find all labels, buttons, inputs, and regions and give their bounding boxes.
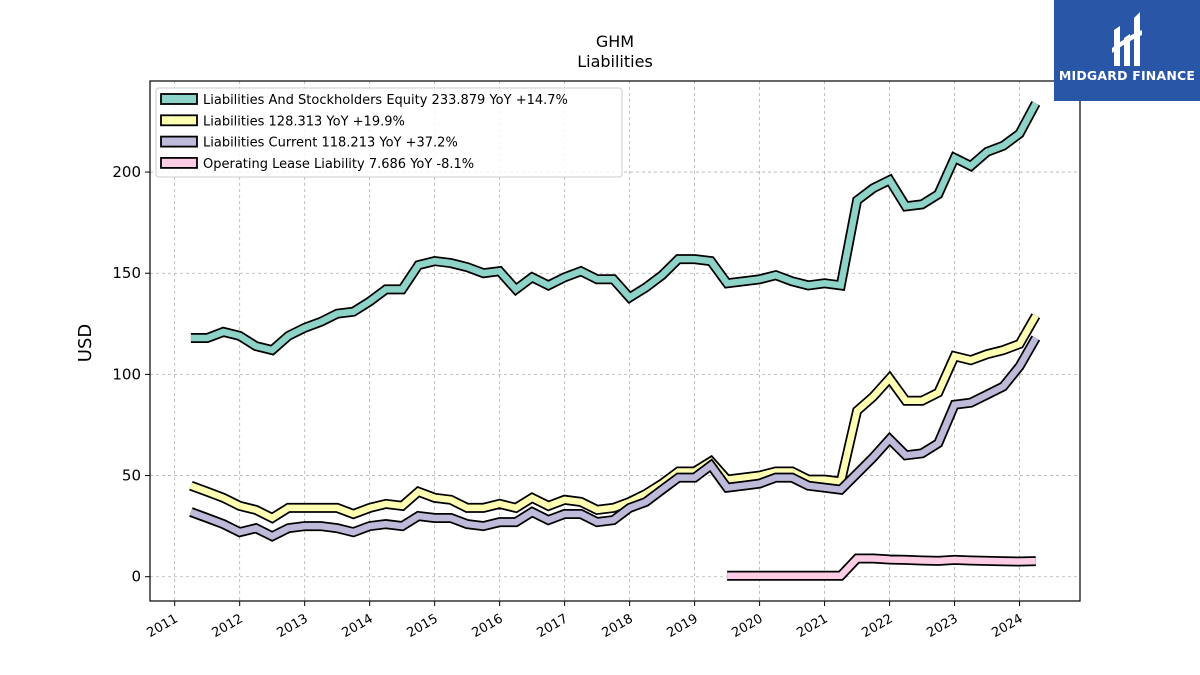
series-line bbox=[190, 101, 1039, 354]
chart-subtitle: Liabilities bbox=[577, 52, 653, 71]
x-tick-label: 2021 bbox=[794, 611, 830, 641]
legend: Liabilities And Stockholders Equity 233.… bbox=[155, 87, 623, 178]
brand-name: MIDGARD FINANCE bbox=[1058, 68, 1196, 83]
y-tick-label: 100 bbox=[112, 365, 141, 383]
x-tick-label: 2017 bbox=[534, 611, 570, 641]
x-tick-label: 2012 bbox=[210, 611, 246, 641]
x-axis: 2011 2012 2013 2014 2015 2016 2017 2018 2019 2020… bbox=[145, 601, 1026, 641]
x-tick-label: 2014 bbox=[340, 611, 376, 641]
legend-label: Liabilities Current 118.213 YoY +37.2% bbox=[203, 136, 458, 151]
y-tick-label: 150 bbox=[112, 264, 141, 282]
x-tick-label: 2023 bbox=[924, 611, 960, 641]
series-line bbox=[727, 555, 1036, 579]
x-tick-label: 2022 bbox=[859, 611, 895, 641]
x-tick-label: 2013 bbox=[275, 611, 311, 641]
x-tick-label: 2024 bbox=[989, 611, 1025, 641]
legend-swatch bbox=[160, 135, 198, 148]
legend-label: Liabilities 128.313 YoY +19.9% bbox=[203, 114, 405, 129]
x-tick-label: 2016 bbox=[469, 611, 505, 641]
x-tick-label: 2015 bbox=[404, 611, 440, 641]
legend-box bbox=[155, 87, 623, 178]
legend-label: Operating Lease Liability 7.686 YoY -8.1… bbox=[203, 157, 474, 172]
legend-swatch bbox=[160, 114, 198, 127]
series-line-outline bbox=[189, 313, 1041, 524]
x-tick-label: 2019 bbox=[664, 611, 700, 641]
x-tick-label: 2018 bbox=[599, 611, 635, 641]
legend-swatch bbox=[160, 156, 198, 169]
brand-logo: MIDGARD FINANCE bbox=[1054, 0, 1200, 101]
x-tick-label: 2020 bbox=[729, 611, 765, 641]
y-tick-label: 50 bbox=[122, 467, 141, 485]
legend-swatch bbox=[160, 93, 198, 105]
y-tick-label: 0 bbox=[131, 568, 141, 586]
legend-label: Liabilities And Stockholders Equity 233.… bbox=[203, 93, 568, 108]
y-axis-label: USD bbox=[75, 324, 96, 362]
series-line bbox=[189, 336, 1039, 540]
plot-area-frame bbox=[149, 80, 1081, 602]
midgard-logo-icon bbox=[1112, 12, 1142, 66]
y-tick-label: 200 bbox=[112, 163, 141, 181]
series-layer bbox=[189, 100, 1041, 581]
series-line bbox=[189, 314, 1039, 522]
y-axis: 0 50 100 150 200 bbox=[112, 163, 150, 586]
chart-title: GHM bbox=[596, 32, 634, 51]
x-tick-label: 2011 bbox=[145, 611, 181, 641]
